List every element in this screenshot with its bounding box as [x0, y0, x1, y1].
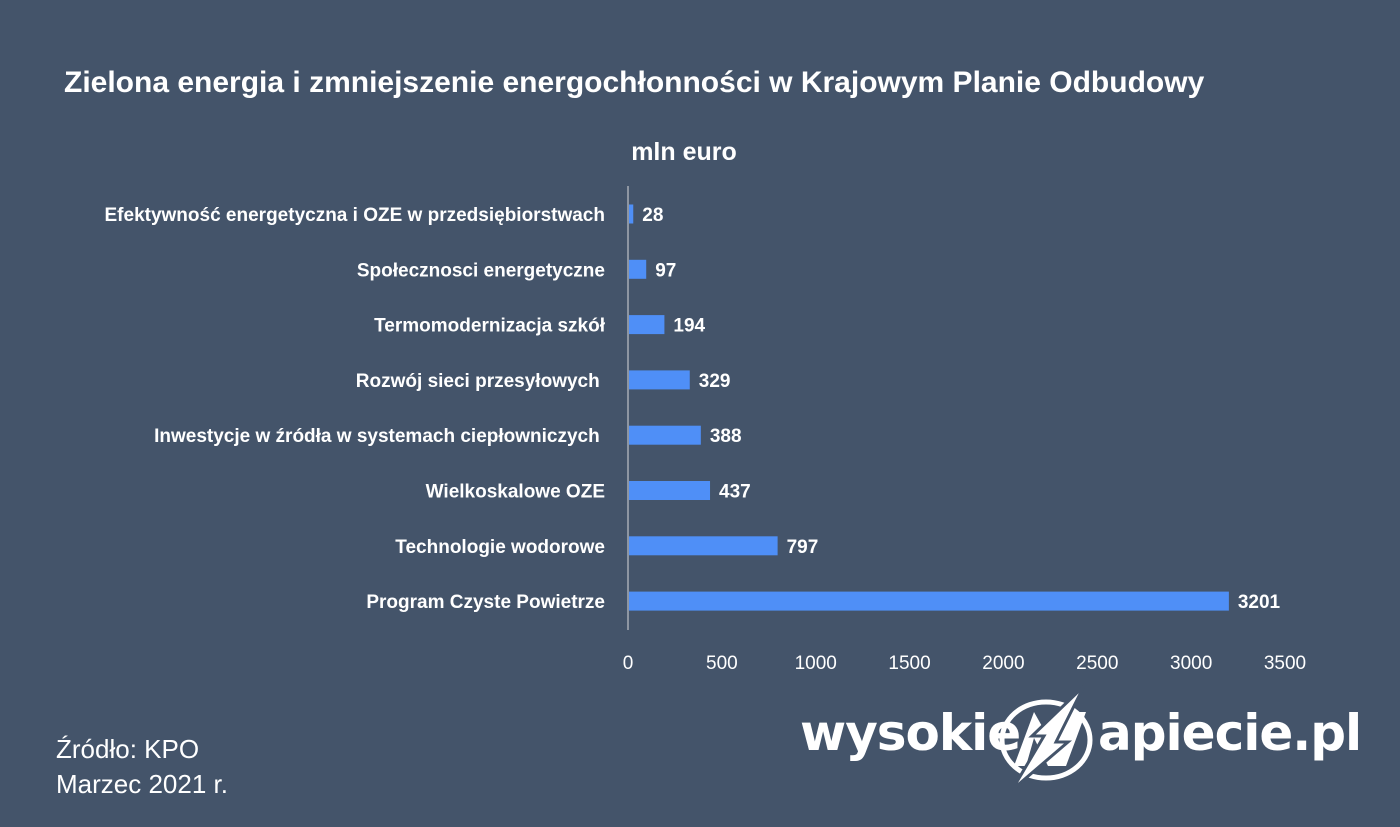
x-axis-ticks: 0 500 1000 1500 2000 2500 3000 3500: [623, 653, 1306, 674]
x-tick-label: 2500: [1076, 653, 1118, 674]
x-tick-label: 1500: [888, 653, 930, 674]
category-label: Rozwój sieci przesyłowych: [356, 371, 605, 392]
value-label: 797: [787, 537, 819, 558]
bar: [629, 370, 690, 390]
value-label: 97: [655, 260, 676, 281]
logo-text-right: apiecie.pl: [1098, 704, 1362, 762]
value-label: 437: [719, 482, 751, 503]
x-tick-label: 500: [706, 653, 738, 674]
x-tick-label: 0: [623, 653, 634, 674]
value-label: 329: [699, 371, 731, 392]
date-line: Marzec 2021 r.: [56, 769, 228, 799]
source-note: Źródło: KPO Marzec 2021 r.: [56, 732, 228, 802]
x-tick-label: 1000: [795, 653, 837, 674]
value-label: 3201: [1238, 592, 1281, 613]
x-tick-label: 3500: [1264, 653, 1306, 674]
category-label: Termomodernizacja szkół: [374, 316, 606, 337]
chart-title: Zielona energia i zmniejszenie energochł…: [64, 66, 1205, 99]
bar: [629, 425, 701, 445]
source-line: Źródło: KPO: [56, 734, 200, 764]
category-label: Inwestycje w źródła w systemach ciepłown…: [154, 426, 605, 447]
value-label: 28: [642, 205, 663, 226]
site-logo: wysokie apiecie.pl: [800, 682, 1362, 792]
category-label: Efektywność energetyczna i OZE w przedsi…: [105, 205, 606, 226]
x-tick-label: 2000: [982, 653, 1024, 674]
bar: [629, 259, 647, 279]
bar: [629, 481, 711, 500]
category-label: Program Czyste Powietrze: [366, 592, 605, 613]
x-tick-label: 3000: [1170, 653, 1212, 674]
bar: [629, 536, 778, 556]
category-label: Społecznosci energetyczne: [357, 260, 605, 281]
value-label: 194: [673, 316, 705, 337]
category-label: Technologie wodorowe: [395, 537, 605, 558]
value-label: 388: [710, 426, 742, 447]
bar: [629, 591, 1229, 611]
unit-label: mln euro: [631, 138, 737, 166]
bar: [629, 315, 665, 335]
lightning-n-icon: [999, 684, 1093, 792]
category-label: Wielkoskalowe OZE: [426, 482, 605, 503]
bar: [629, 204, 634, 224]
bars: Efektywność energetyczna i OZE w przedsi…: [105, 204, 1281, 613]
logo-text-left: wysokie: [800, 704, 1021, 762]
